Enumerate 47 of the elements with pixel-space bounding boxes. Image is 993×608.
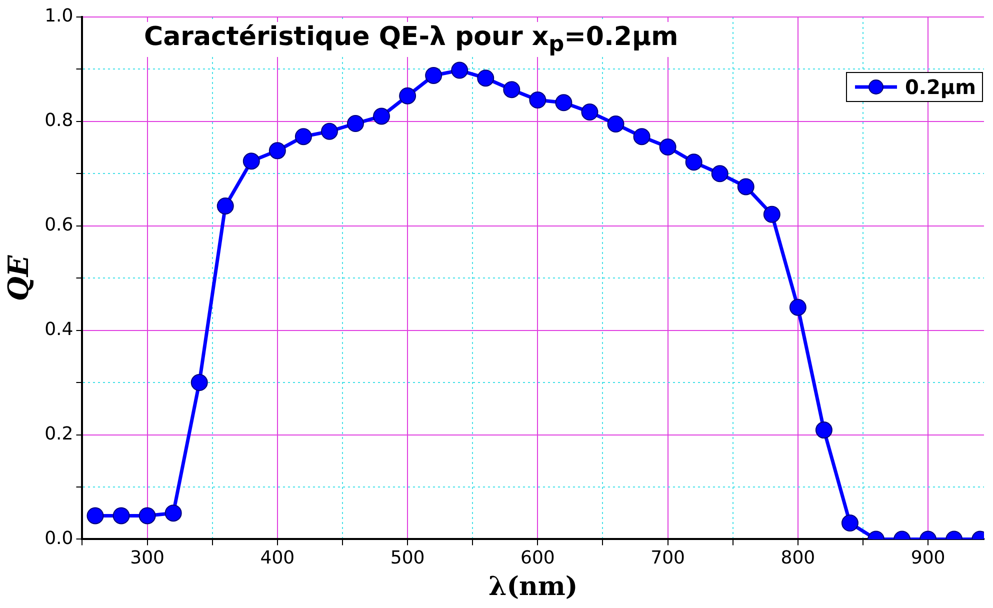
point (737, 178, 754, 196)
point (216, 198, 234, 215)
point (399, 87, 416, 104)
point (711, 165, 728, 182)
y-axis-title: QE (2, 254, 36, 301)
x-tick-label: 900 (910, 548, 946, 569)
point (685, 154, 702, 171)
point (503, 81, 520, 98)
point (815, 422, 832, 439)
chart-title: Caractéristique QE-λ pour x$_{p}$=0.2μm (140, 22, 682, 58)
point (425, 66, 442, 84)
y-tick-label: 0.8 (44, 110, 74, 132)
point (320, 122, 338, 140)
x-tick-label: 500 (390, 548, 425, 569)
x-tick-label: 300 (130, 548, 164, 569)
point (529, 92, 546, 109)
point (112, 507, 130, 524)
point (268, 142, 286, 160)
point (659, 138, 676, 156)
point (763, 206, 780, 223)
point (373, 108, 390, 125)
point (581, 104, 598, 121)
point (242, 152, 260, 170)
point (607, 116, 624, 133)
x-tick-label: 400 (260, 548, 295, 569)
x-tick-label: 600 (520, 548, 555, 569)
point (138, 507, 156, 524)
x-axis-title: λ(nm) (488, 572, 578, 602)
y-tick-label: 0.6 (44, 214, 74, 236)
point (841, 514, 858, 532)
point (294, 128, 312, 146)
y-tick-label: 0.2 (44, 423, 74, 444)
y-tick-label: 1.0 (44, 6, 74, 27)
point (633, 128, 650, 146)
legend-label: 0.2μm (905, 75, 976, 99)
point (555, 94, 572, 112)
x-tick-label: 800 (780, 548, 816, 569)
x-tick-label: 700 (650, 548, 685, 569)
point (346, 115, 364, 132)
point (451, 62, 468, 79)
y-tick-label: 0.0 (44, 528, 74, 549)
point (86, 507, 104, 524)
y-tick-label: 0.4 (44, 318, 74, 340)
point (789, 298, 806, 316)
point (164, 504, 182, 522)
point (190, 374, 208, 392)
point (477, 70, 494, 87)
